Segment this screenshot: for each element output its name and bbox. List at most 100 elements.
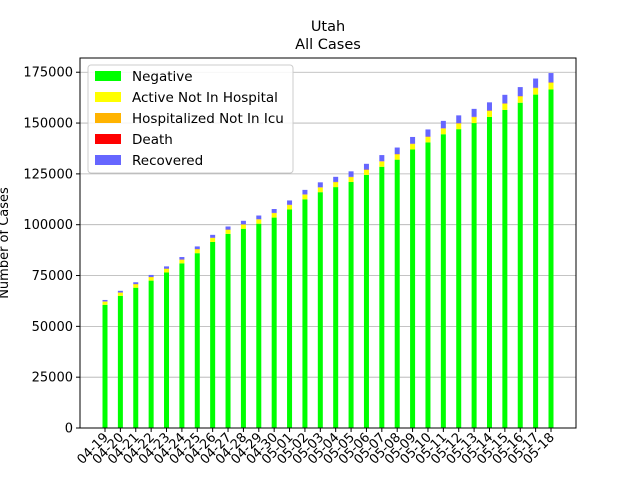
bar-segment	[302, 194, 308, 200]
bar-segment	[164, 266, 170, 269]
bar-segment	[210, 234, 216, 238]
bar-segment	[194, 249, 200, 254]
bar-segment	[102, 301, 108, 305]
bar-segment	[410, 136, 416, 144]
legend-label: Negative	[132, 69, 193, 85]
bar-segment	[256, 219, 262, 224]
bar-segment	[410, 144, 416, 150]
legend-swatch	[95, 113, 121, 123]
bar-segment	[502, 103, 508, 110]
bar-segment	[548, 89, 554, 428]
legend-label: Active Not In Hospital	[132, 90, 278, 106]
bar-segment	[164, 269, 170, 273]
bar-segment	[210, 238, 216, 242]
legend-swatch	[95, 155, 121, 165]
bar-segment	[548, 83, 554, 90]
legend-box	[87, 64, 294, 174]
bar-segment	[194, 253, 200, 428]
plot-frame	[79, 57, 577, 429]
bar-segment	[133, 284, 139, 288]
bar-segment	[517, 87, 523, 97]
bar-segment	[271, 217, 277, 428]
y-axis: 0 25000 50000 75000 100000 125000 150000 175000	[23, 66, 80, 437]
y-tick-label: 150000	[23, 117, 73, 132]
bar-segment	[148, 280, 154, 428]
bar-segment	[117, 290, 123, 293]
bar-segment	[117, 292, 123, 296]
bar-segment	[194, 246, 200, 250]
bar-segment	[471, 108, 477, 117]
bar-segment	[317, 182, 323, 188]
bar-segment	[102, 299, 108, 302]
bar-segment	[517, 96, 523, 103]
legend-swatch	[95, 92, 121, 102]
bar-segment	[486, 102, 492, 111]
y-tick-label: 175000	[23, 66, 73, 81]
bar-segment	[133, 287, 139, 428]
bar-segment	[179, 257, 185, 260]
bar-segment	[240, 228, 246, 428]
bar-segment	[533, 78, 539, 88]
bar-segment	[425, 129, 431, 137]
bar-segment	[179, 263, 185, 428]
bar-segment	[287, 205, 293, 210]
bar-segment	[548, 73, 554, 83]
legend-swatch	[95, 71, 121, 81]
bar-segment	[210, 241, 216, 428]
y-tick-label: 0	[65, 422, 73, 437]
bar-segment	[317, 187, 323, 193]
bar-segment	[379, 166, 385, 428]
bar-segment	[240, 220, 246, 225]
bar-segment	[256, 215, 262, 220]
bar-segment	[363, 170, 369, 175]
bar-segment	[440, 134, 446, 428]
bar-segment	[317, 192, 323, 428]
bar-segment	[502, 94, 508, 104]
bar-segment	[164, 272, 170, 428]
y-tick-label: 100000	[23, 218, 73, 233]
bar-segment	[379, 155, 385, 162]
bar-segment	[456, 129, 462, 428]
bar-segment	[502, 109, 508, 428]
bar-segment	[148, 277, 154, 281]
bar-segment	[517, 102, 523, 428]
bar-segment	[287, 209, 293, 428]
bar-segment	[440, 128, 446, 135]
x-axis: 04-1904-2004-2104-2204-2304-2404-2504-26…	[75, 428, 558, 468]
bar-segment	[179, 259, 185, 264]
bar-segment	[394, 159, 400, 428]
bar-segment	[302, 189, 308, 195]
bar-segment	[225, 229, 231, 234]
bar-segment	[102, 304, 108, 428]
bar-segment	[410, 149, 416, 428]
bar-segment	[225, 233, 231, 428]
bar-segment	[379, 161, 385, 167]
legend-label: Recovered	[132, 153, 203, 169]
legend-label: Hospitalized Not In Icu	[132, 111, 284, 127]
y-tick-label: 50000	[32, 320, 73, 335]
bar-segment	[333, 176, 339, 182]
bar-segment	[333, 187, 339, 428]
bar-segment	[456, 115, 462, 124]
bar-segment	[471, 123, 477, 429]
bar-segment	[425, 137, 431, 143]
bar-segment	[363, 163, 369, 170]
bar-segment	[271, 213, 277, 218]
legend-swatch	[95, 134, 121, 144]
bar-segment	[225, 226, 231, 230]
chart-title: Utah	[311, 19, 345, 35]
y-tick-label: 25000	[32, 371, 73, 386]
bar-segment	[533, 94, 539, 428]
bar-segment	[348, 177, 354, 183]
bar-segment	[394, 154, 400, 160]
bar-segment	[363, 174, 369, 428]
bar-segment	[440, 120, 446, 129]
bar-segment	[271, 209, 277, 213]
bar-segment	[348, 171, 354, 177]
bar-segment	[425, 142, 431, 428]
legend-label: Death	[132, 132, 173, 148]
bar-segment	[471, 117, 477, 124]
bar-segment	[394, 147, 400, 155]
bar-segment	[302, 199, 308, 428]
